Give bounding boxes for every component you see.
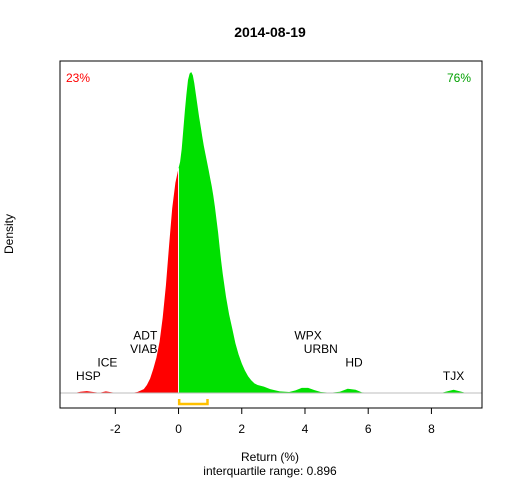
left-percent-label: 23% xyxy=(66,71,90,85)
chart-title: 2014-08-19 xyxy=(234,24,306,40)
ticker-label-adt: ADT xyxy=(133,328,158,342)
ticker-label-tjx: TJX xyxy=(443,369,464,383)
x-tick-label: 8 xyxy=(428,422,435,436)
ticker-label-ice: ICE xyxy=(97,356,117,370)
ticker-label-hd: HD xyxy=(345,356,363,370)
ticker-label-wpx: WPX xyxy=(294,328,321,342)
x-tick-label: 6 xyxy=(365,422,372,436)
x-axis: -2 0 2 4 6 8 xyxy=(110,407,435,436)
positive-density-area xyxy=(178,72,467,393)
x-tick-label: 4 xyxy=(302,422,309,436)
ticker-label-viab: VIAB xyxy=(130,342,157,356)
x-tick-label: 2 xyxy=(238,422,245,436)
x-axis-label: Return (%) xyxy=(241,450,299,464)
negative-density-area xyxy=(74,168,179,393)
ticker-label-hsp: HSP xyxy=(76,369,101,383)
iqr-bracket xyxy=(177,399,209,406)
plot-frame xyxy=(59,60,483,409)
ticker-label-urbn: URBN xyxy=(304,342,338,356)
density-area xyxy=(60,72,482,406)
right-percent-label: 76% xyxy=(447,71,471,85)
x-tick-label: 0 xyxy=(175,422,182,436)
iqr-subtitle: interquartile range: 0.896 xyxy=(203,464,337,478)
y-axis-label: Density xyxy=(2,214,16,254)
x-tick-label: -2 xyxy=(110,422,121,436)
